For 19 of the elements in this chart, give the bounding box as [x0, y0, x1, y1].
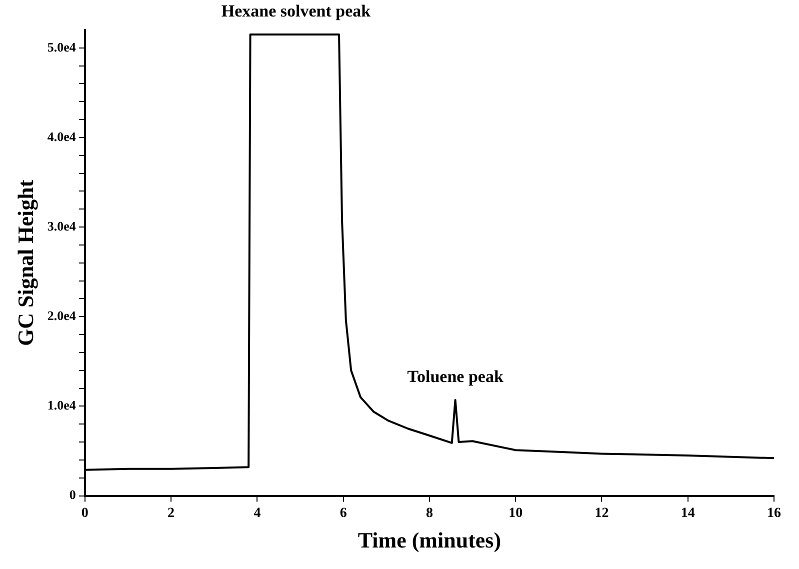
x-tick-label: 0	[81, 506, 88, 521]
y-tick-label: 2.0e4	[47, 308, 76, 324]
x-tick-label: 10	[508, 506, 523, 521]
x-tick-label: 4	[254, 506, 261, 521]
x-tick-label: 2	[168, 506, 175, 521]
y-tick-label: 1.0e4	[47, 398, 76, 413]
y-tick-label: 5.0e4	[47, 39, 76, 54]
x-tick-label: 6	[340, 506, 347, 521]
x-axis-title: Time (minutes)	[358, 527, 502, 552]
y-axis-title: GC Signal Height	[12, 179, 38, 346]
y-tick-label: 0	[69, 487, 76, 502]
annotation: Toluene peak	[407, 366, 504, 386]
y-tick-label: 4.0e4	[47, 128, 76, 144]
x-tick-label: 8	[426, 506, 433, 521]
x-tick-label: 12	[594, 506, 609, 521]
x-tick-label: 16	[767, 506, 781, 521]
y-tick-label: 3.0e4	[47, 218, 76, 234]
annotation: Hexane solvent peak	[221, 1, 372, 20]
x-tick-label: 14	[680, 506, 695, 521]
